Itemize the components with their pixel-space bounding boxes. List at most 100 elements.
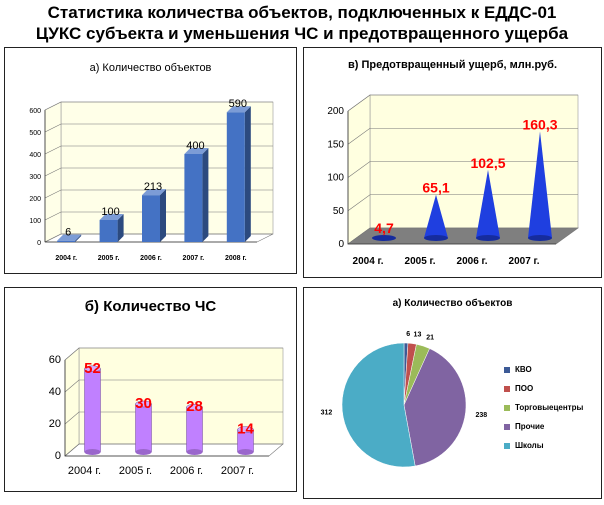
x-tick-label: 2005 г. xyxy=(98,255,120,262)
legend-label: Торговыецентры xyxy=(515,403,584,412)
bar xyxy=(226,112,245,242)
chart-damage: 0 50 100 150 200 4,7 2004 г. 65,1 2005 г. 102,5 20… xyxy=(327,94,579,267)
y-tick-label: 400 xyxy=(29,152,41,159)
bar xyxy=(57,240,76,242)
cone-base xyxy=(528,235,552,241)
cone xyxy=(528,131,552,238)
x-tick-label: 2006 г. xyxy=(170,465,203,477)
cone-base xyxy=(424,235,448,241)
data-label: 590 xyxy=(229,98,247,110)
x-tick-label: 2007 г. xyxy=(221,465,254,477)
x-tick-label: 2004 г. xyxy=(68,465,101,477)
x-tick-label: 2005 г. xyxy=(119,465,152,477)
cylinder-base xyxy=(186,449,203,455)
y-tick-label: 20 xyxy=(49,418,61,430)
y-tick-label: 0 xyxy=(55,450,61,462)
chart-gridline xyxy=(44,123,273,133)
cone-base xyxy=(476,235,500,241)
bar-top xyxy=(226,106,251,113)
data-label: 6 xyxy=(65,227,71,239)
bar xyxy=(99,220,118,242)
pie-slice xyxy=(403,348,467,467)
data-label: 52 xyxy=(84,360,101,377)
chart-panel-objects-pie: а) Количество объектов 6 13 21 238 312 xyxy=(303,287,602,499)
data-label: 6 xyxy=(406,331,410,338)
cylinder-base xyxy=(237,449,254,455)
y-tick-label: 500 xyxy=(29,130,41,137)
page-title-line2: ЦУКС субъекта и уменьшения ЧС и предотвр… xyxy=(35,24,569,43)
legend-item: ПОО xyxy=(504,379,583,398)
legend-swatch xyxy=(504,442,510,449)
cylinder-top xyxy=(84,365,101,373)
bar-top xyxy=(99,214,124,220)
legend-label: КВО xyxy=(515,365,532,374)
chart-gridline xyxy=(347,94,578,112)
y-tick-label: 40 xyxy=(49,386,61,398)
x-tick-label: 2007 г. xyxy=(183,255,205,262)
y-tick-label: 200 xyxy=(327,106,344,117)
bar xyxy=(184,154,203,242)
pie-slice xyxy=(341,342,416,468)
y-tick-label: 100 xyxy=(29,218,41,225)
chart-side-wall xyxy=(64,347,80,457)
chart-panel-damage: в) Предотвращенный ущерб, млн.руб. 0 50 10… xyxy=(303,47,602,278)
legend-label: ПОО xyxy=(515,384,534,393)
x-tick-label: 2008 г. xyxy=(225,255,247,262)
cylinder-top xyxy=(186,403,203,411)
data-label: 28 xyxy=(186,398,203,415)
legend-swatch xyxy=(504,404,510,411)
data-label: 312 xyxy=(321,410,333,417)
chart-objects: 0 100 200 300 400 500 600 6 2004 г. 100 2005 г. 213… xyxy=(29,98,274,262)
bar-top xyxy=(142,189,166,196)
cone xyxy=(476,169,500,238)
chart-panel-objects: а) Количество объектов 0 100 200 300 400 500 6… xyxy=(4,47,297,274)
legend-swatch xyxy=(504,366,510,373)
legend-item: Прочие xyxy=(504,417,583,436)
cone xyxy=(424,194,448,238)
data-label: 21 xyxy=(426,335,434,342)
data-label: 160,3 xyxy=(522,116,557,132)
data-label: 100 xyxy=(101,206,119,218)
data-label: 30 xyxy=(135,395,152,412)
legend-swatch xyxy=(504,385,510,392)
legend-item: Торговыецентры xyxy=(504,398,583,417)
chart-title-damage: в) Предотвращенный ущерб, млн.руб. xyxy=(347,59,558,71)
chart-gridline xyxy=(347,194,578,211)
y-tick-label: 0 xyxy=(37,240,41,247)
cylinder-top xyxy=(237,426,254,433)
cylinder-base xyxy=(135,449,152,455)
cylinder-top xyxy=(135,400,152,408)
y-tick-label: 0 xyxy=(338,239,344,250)
pie-legend: КВО ПОО Торговыецентры Прочие Школы xyxy=(504,360,583,455)
chart-gridline xyxy=(44,145,273,155)
bar-side xyxy=(117,214,124,242)
chart-gridline xyxy=(347,161,578,178)
y-tick-label: 150 xyxy=(327,139,344,150)
data-label: 65,1 xyxy=(422,180,449,196)
cone-base xyxy=(372,235,396,241)
chart-title-objects-pie: а) Количество объектов xyxy=(392,298,513,309)
x-tick-label: 2007 г. xyxy=(509,256,540,267)
chart-gridline xyxy=(44,101,273,111)
chart-gridline xyxy=(64,411,283,425)
bar-top xyxy=(184,148,209,154)
data-label: 13 xyxy=(414,332,422,339)
y-tick-label: 600 xyxy=(29,108,41,115)
x-tick-label: 2006 г. xyxy=(457,256,488,267)
cylinder xyxy=(84,368,101,453)
data-label: 213 xyxy=(144,181,162,193)
bar-side xyxy=(75,234,82,242)
data-label: 4,7 xyxy=(374,220,394,236)
legend-label: Прочие xyxy=(515,422,545,431)
data-label: 400 xyxy=(186,140,204,152)
chart-gridline xyxy=(347,127,578,145)
bar-side xyxy=(160,189,166,242)
legend-swatch xyxy=(504,423,510,430)
chart-gridline xyxy=(64,347,283,361)
legend-item: Школы xyxy=(504,436,583,455)
data-label: 238 xyxy=(475,412,487,419)
chart-title-objects: а) Количество объектов xyxy=(89,62,212,74)
chart-objects-pie: 6 13 21 238 312 xyxy=(321,331,487,468)
y-tick-label: 200 xyxy=(29,196,41,203)
bar-side xyxy=(244,106,251,242)
